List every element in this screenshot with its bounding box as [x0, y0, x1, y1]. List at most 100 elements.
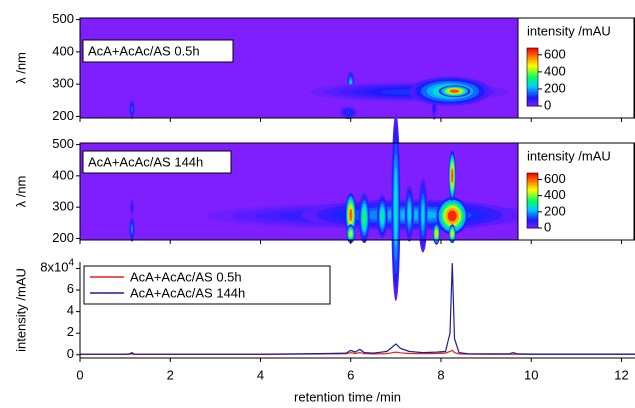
colorbar-segment — [527, 55, 538, 58]
colorbar-segment — [527, 193, 538, 196]
colorbar-segment — [527, 173, 538, 175]
heatmap-contour — [408, 205, 411, 222]
heatmap-contour — [349, 231, 353, 237]
heatmap-contour — [345, 110, 352, 115]
colorbar-segment — [527, 208, 538, 211]
heatmap-contour — [130, 225, 133, 233]
colorbar-segment — [527, 219, 538, 222]
heatmap-contour — [394, 179, 398, 235]
annotation-box — [82, 150, 232, 174]
heatmap-spot — [129, 99, 135, 119]
heatmap-spot — [358, 193, 370, 244]
y-tick-label: 500 — [52, 11, 74, 26]
heatmap-spot — [345, 193, 357, 237]
colorbar-segment — [527, 85, 538, 88]
heatmap-contour — [421, 204, 425, 226]
colorbar-segment — [527, 215, 538, 218]
colorbar-segment — [527, 66, 538, 69]
colorbar-segment — [527, 226, 538, 229]
y-tick-label-text: 8x10 — [40, 260, 68, 275]
colorbar-segment — [527, 223, 538, 226]
y-tick-label: 200 — [52, 230, 74, 245]
y-tick-label: 2 — [67, 325, 74, 340]
colorbar-segment — [527, 81, 538, 84]
x-tick-label: 2 — [167, 367, 174, 382]
colorbar-segment — [527, 103, 538, 106]
colorbar-segment — [527, 92, 538, 95]
colorbar-segment — [527, 48, 538, 50]
colorbar-segment — [527, 211, 538, 214]
x-tick-label: 10 — [524, 367, 538, 382]
heatmap-spot — [376, 194, 388, 239]
y-axis-label: λ /nm — [13, 52, 28, 84]
colorbar-tick-label: 0 — [544, 97, 551, 112]
heatmap-contour — [349, 208, 353, 222]
colorbar-segment — [527, 59, 538, 62]
colorbar-title: intensity /mAU — [527, 23, 611, 38]
legend-box — [83, 265, 331, 305]
heatmap-spot — [448, 150, 456, 201]
heatmap-spot — [432, 222, 441, 245]
x-axis-label: retention time /min — [294, 389, 401, 404]
heatmap-contour — [433, 102, 436, 111]
colorbar-segment — [527, 69, 538, 72]
colorbar-segment — [527, 192, 538, 195]
colorbar-tick-label: 0 — [544, 219, 551, 234]
legend-label: AcA+AcAc/AS 144h — [130, 285, 245, 300]
y-tick-label: 8x104 — [40, 257, 74, 275]
colorbar-segment — [527, 68, 538, 71]
y-tick-label: 0 — [67, 346, 74, 361]
colorbar-segment — [527, 190, 538, 193]
colorbar-segment — [527, 200, 538, 203]
y-tick-label-text: 4 — [67, 303, 74, 318]
colorbar-segment — [527, 174, 538, 177]
colorbar-tick-label: 600 — [544, 171, 566, 186]
y-axis-label: λ /nm — [13, 176, 28, 208]
y-axis-label: intensity /mAU — [13, 268, 28, 352]
colorbar-segment — [527, 65, 538, 68]
colorbar-segment — [527, 71, 538, 74]
colorbar-tick-label: 200 — [544, 203, 566, 218]
colorbar-tick-label: 400 — [544, 187, 566, 202]
y-tick-label: 400 — [52, 43, 74, 58]
colorbar-segment — [527, 217, 538, 219]
colorbar-segment — [527, 203, 538, 206]
colorbar-segment — [527, 87, 538, 90]
series-line — [80, 263, 635, 355]
x-tick-label: 0 — [76, 367, 83, 382]
colorbar-segment — [527, 82, 538, 85]
colorbar-segment — [527, 49, 538, 52]
colorbar-segment — [527, 101, 538, 104]
heatmap-spot — [129, 197, 135, 217]
colorbar-tick-label: 200 — [544, 80, 566, 95]
colorbar-segment — [527, 61, 538, 63]
colorbar-segment — [527, 79, 538, 82]
colorbar-segment — [527, 207, 538, 210]
colorbar-segment — [527, 177, 538, 179]
heatmap-spot — [418, 177, 428, 253]
colorbar-segment — [527, 56, 538, 59]
y-tick-label: 500 — [52, 136, 74, 151]
colorbar-segment — [527, 95, 538, 98]
colorbar-tick-label: 400 — [544, 63, 566, 78]
colorbar-segment — [527, 184, 538, 186]
colorbar-tick-label: 600 — [544, 46, 566, 61]
colorbar-segment — [527, 182, 538, 185]
colorbar-segment — [527, 88, 538, 91]
colorbar-title: intensity /mAU — [527, 148, 611, 163]
colorbar-segment — [527, 100, 538, 103]
colorbar-segment — [527, 74, 538, 77]
heatmap-spot — [448, 224, 456, 244]
colorbar-segment — [527, 218, 538, 221]
annotation-box — [82, 39, 234, 63]
colorbar-segment — [527, 225, 538, 228]
colorbar-frame — [526, 172, 539, 229]
x-tick-label: 4 — [257, 367, 264, 382]
colorbar-segment — [527, 104, 538, 107]
colorbar-segment — [527, 212, 538, 215]
heatmap-contour — [447, 210, 457, 222]
y-tick-exponent: 4 — [68, 257, 74, 268]
colorbar-segment — [527, 222, 538, 225]
colorbar-segment — [527, 210, 538, 212]
